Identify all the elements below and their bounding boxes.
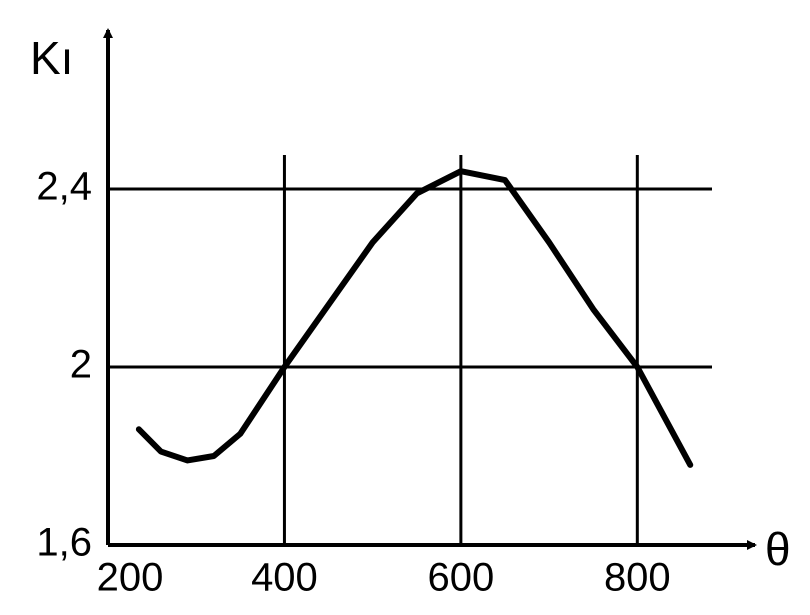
x-tick-label: 200 — [97, 556, 164, 600]
x-tick-label: 400 — [251, 556, 318, 600]
x-axis-label: θ — [765, 523, 791, 575]
y-axis-label: Kı — [30, 32, 73, 84]
y-tick-label: 2,4 — [36, 165, 92, 209]
y-tick-label: 2 — [70, 343, 92, 387]
y-tick-label: 1,6 — [36, 521, 92, 565]
line-series — [135, 168, 694, 468]
x-tick-label: 600 — [428, 556, 495, 600]
x-tick-label: 800 — [604, 556, 671, 600]
